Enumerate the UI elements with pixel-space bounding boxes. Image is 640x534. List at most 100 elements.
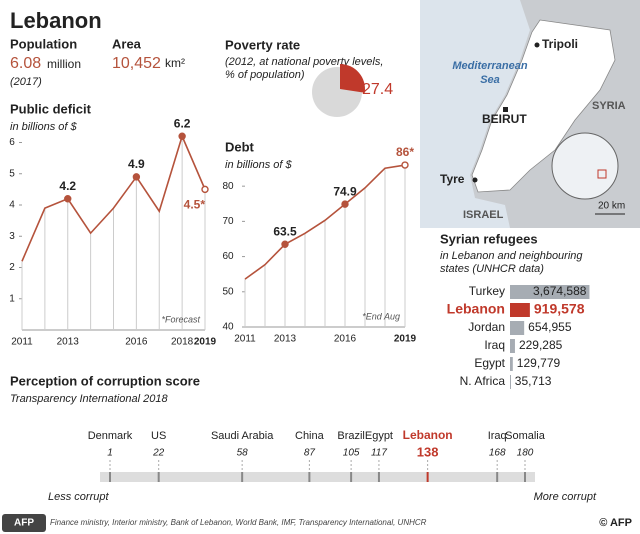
stat-label: Area [112,36,142,51]
stat-note: (2017) [10,76,42,88]
value-label: 229,285 [519,338,563,352]
category-label: Iraq [484,338,505,352]
category-label: Jordan [468,320,505,334]
point [401,161,409,169]
category-label: Saudi Arabia [211,430,274,442]
chart-subtitle: Transparency International 2018 [10,393,168,405]
value-label: 4.5* [184,198,206,212]
chart-title: Debt [225,139,255,154]
y-tick-label: 70 [222,216,234,227]
value-label: 129,779 [517,356,561,370]
x-tick-label: 2013 [274,334,297,345]
map: Tripoli BEIRUT Tyre Mediterranean Sea SY… [420,0,640,228]
category-label: Lebanon [447,301,505,317]
category-label: Denmark [88,430,133,442]
source: Finance ministry, Interior ministry, Ban… [50,518,427,527]
y-tick-label: 3 [9,231,15,242]
scale-band [100,472,535,482]
value-label: 63.5 [273,224,297,238]
chart-subtitle: in billions of $ [10,121,78,133]
city-label: BEIRUT [482,112,527,126]
category-label: Egypt [474,356,505,370]
marker [308,472,311,482]
stat-value: 10,452 [112,55,161,72]
chart-subtitle: in billions of $ [225,159,293,171]
logo: AFP [14,518,34,529]
value-label: 105 [343,448,360,459]
y-tick-label: 1 [9,293,15,304]
chart-subtitle: states (UNHCR data) [440,263,544,275]
country-label: SYRIA [592,100,626,112]
point [132,173,141,181]
y-tick-label: 4 [9,200,15,211]
y-tick-label: 80 [222,181,234,192]
end-label: More corrupt [534,491,597,503]
bar [510,321,525,335]
logo-box [2,514,46,532]
globe-inset [551,132,619,200]
value-label: 654,955 [528,320,572,334]
city-label: Tyre [440,172,465,186]
sea-label: Sea [480,74,500,86]
chart-title: Syrian refugees [440,231,538,246]
stat-value: 6.08 [10,55,41,72]
point [281,240,289,248]
bar [510,357,513,371]
bar [510,303,530,317]
value-label: 86* [396,145,414,159]
sea-label: Mediterranean [452,60,527,72]
chart-title: Poverty rate [225,37,300,52]
value-label: 919,578 [534,301,585,317]
value-label: 58 [237,448,249,459]
stat-unit: km² [165,56,185,70]
marker [524,472,526,482]
value-label: 4.9 [128,157,145,171]
x-tick-label: 2011 [234,334,256,345]
lebanon-shape [471,19,616,193]
point [64,195,72,203]
marker [241,472,244,482]
value-label: 138 [417,444,439,459]
chart-subtitle: % of population) [225,69,305,81]
capital-dot [503,107,508,112]
category-label: US [151,430,166,442]
chart-title: Perception of corruption score [10,373,200,388]
value-label: 1 [107,448,113,459]
bar [510,339,515,353]
marker [496,472,499,482]
value-label: 35,713 [515,374,552,388]
scale-label: 20 km [598,201,625,212]
marker [109,472,111,482]
marker [350,472,353,482]
line [244,164,406,280]
point [201,185,209,194]
y-tick-label: 40 [222,322,234,333]
chart-subtitle: (2012, at national poverty levels, [225,56,383,68]
marker [426,472,429,482]
x-tick-label: 2019 [394,334,417,345]
city-dot [534,42,540,48]
value-label: 168 [489,448,506,459]
y-tick-label: 50 [222,286,234,297]
annotation: *End Aug [362,311,400,321]
x-tick-label: 2016 [334,334,357,345]
inset-marker [597,169,607,179]
marker [377,472,380,482]
value-label: 74.9 [333,184,357,198]
city-label: Tripoli [542,37,578,51]
category-label: China [295,430,325,442]
category-label: N. Africa [460,374,506,388]
category-label: Egypt [365,430,393,442]
pie-slice [340,64,366,93]
annotation: *Forecast [161,314,200,324]
value-label: 4.2 [59,179,76,193]
x-tick-label: 2011 [11,337,33,348]
bar [510,375,511,389]
y-tick-label: 6 [9,137,15,148]
value-label: 180 [517,448,534,459]
point [341,200,349,208]
end-label: Less corrupt [48,491,109,503]
chart-title: Public deficit [10,101,92,116]
chart-subtitle: in Lebanon and neighbouring [440,250,583,262]
x-tick-label: 2019 [194,337,217,348]
